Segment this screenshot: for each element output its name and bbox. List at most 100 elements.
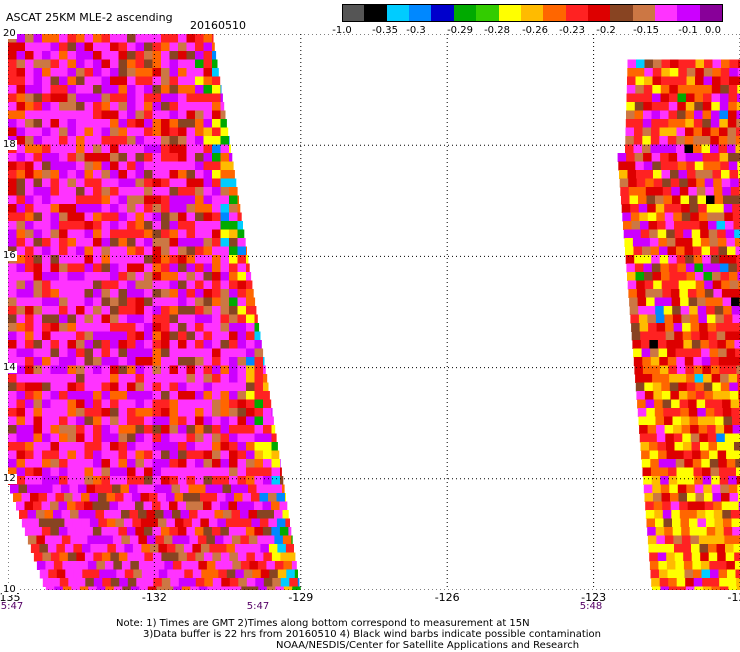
swath-pixel [136, 247, 145, 256]
swath-pixel [85, 323, 94, 332]
swath-pixel [686, 94, 695, 103]
swath-pixel [198, 536, 207, 545]
swath-pixel [667, 451, 676, 460]
swath-pixel [704, 68, 713, 77]
swath-pixel [178, 315, 187, 324]
swath-pixel [110, 442, 119, 451]
swath-pixel [255, 306, 257, 315]
swath-pixel [187, 238, 196, 247]
swath-pixel [653, 391, 662, 400]
swath-pixel [698, 417, 707, 426]
swath-pixel [136, 408, 145, 417]
swath-pixel [187, 451, 196, 460]
swath-pixel [713, 281, 722, 290]
swath-pixel [213, 578, 222, 587]
swath-pixel [136, 298, 145, 307]
swath-pixel [59, 298, 68, 307]
swath-pixel [59, 68, 68, 77]
swath-pixel [34, 111, 43, 120]
swath-pixel [641, 230, 650, 239]
swath-pixel [17, 43, 26, 52]
swath-pixel [93, 94, 102, 103]
swath-pixel [648, 425, 657, 434]
swath-pixel [204, 221, 213, 230]
swath-pixel [153, 349, 162, 358]
swath-pixel [76, 476, 85, 485]
swath-pixel [221, 272, 230, 281]
swath-pixel [647, 417, 656, 426]
swath-pixel [695, 68, 704, 77]
swath-pixel [76, 391, 85, 400]
swath-pixel [724, 536, 733, 545]
swath-pixel [51, 417, 60, 426]
swath-pixel [720, 153, 729, 162]
swath-pixel [153, 128, 162, 137]
swath-pixel [85, 213, 94, 222]
swath-pixel [673, 204, 682, 213]
swath-pixel [136, 264, 145, 273]
swath-pixel [267, 587, 276, 591]
swath-pixel [713, 502, 722, 511]
swath-pixel [255, 425, 264, 434]
swath-pixel [102, 119, 111, 128]
swath-pixel [161, 417, 170, 426]
swath-pixel [678, 94, 687, 103]
swath-pixel [161, 247, 170, 256]
swath-pixel [85, 476, 94, 485]
swath-pixel [127, 527, 136, 536]
swath-pixel [272, 425, 276, 434]
swath-pixel [681, 315, 690, 324]
swath-pixel [729, 68, 738, 77]
swath-pixel [51, 145, 60, 154]
swath-pixel [212, 468, 221, 477]
swath-pixel [34, 43, 43, 52]
swath-pixel [51, 451, 60, 460]
swath-pixel [695, 272, 704, 281]
swath-pixel [187, 213, 196, 222]
swath-pixel [68, 476, 77, 485]
swath-pixel [694, 587, 703, 591]
swath-pixel [68, 34, 77, 43]
swath-pixel [650, 561, 659, 570]
swath-pixel [218, 544, 227, 553]
swath-pixel [235, 570, 244, 579]
swath-pixel [93, 332, 102, 341]
swath-pixel [25, 221, 34, 230]
swath-pixel [110, 298, 119, 307]
swath-pixel [8, 102, 17, 111]
swath-pixel [51, 332, 60, 341]
swath-pixel [119, 340, 128, 349]
swath-pixel [93, 145, 102, 154]
swath-pixel [19, 510, 28, 519]
swath-pixel [93, 357, 102, 366]
swath-pixel [719, 468, 728, 477]
swath-pixel [102, 468, 111, 477]
swath-pixel [637, 179, 646, 188]
swath-pixel [665, 323, 674, 332]
swath-pixel [25, 230, 34, 239]
swath-pixel [292, 561, 297, 570]
swath-pixel [727, 136, 736, 145]
swath-pixel [204, 391, 213, 400]
swath-pixel [178, 383, 187, 392]
swath-pixel [51, 77, 60, 86]
swath-pixel [119, 213, 128, 222]
swath-pixel [678, 383, 687, 392]
swath-pixel [209, 519, 218, 528]
swath-pixel [85, 153, 94, 162]
swath-pixel [127, 306, 136, 315]
swath-pixel [696, 289, 705, 298]
swath-pixel [679, 502, 688, 511]
legend-swatch [610, 4, 632, 21]
swath-pixel [652, 374, 661, 383]
swath-pixel [659, 570, 668, 579]
swath-pixel [76, 179, 85, 188]
swath-pixel [93, 238, 102, 247]
swath-pixel [76, 145, 85, 154]
swath-pixel [34, 476, 43, 485]
swath-pixel [195, 553, 204, 562]
swath-pixel [119, 238, 128, 247]
swath-pixel [263, 502, 272, 511]
swath-pixel [156, 587, 165, 591]
swath-pixel [663, 400, 672, 409]
